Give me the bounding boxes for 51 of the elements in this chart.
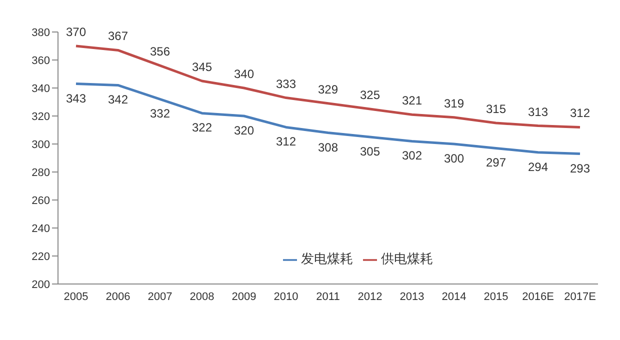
x-tick-label: 2007 [148, 290, 172, 303]
y-tick-label: 200 [32, 278, 50, 291]
data-label: 321 [402, 94, 422, 108]
data-label: 332 [150, 106, 170, 121]
data-label: 312 [570, 106, 590, 120]
data-label: 320 [234, 124, 254, 138]
x-tick-label: 2008 [190, 290, 214, 303]
data-label: 297 [486, 156, 506, 170]
x-tick-label: 2006 [106, 290, 130, 303]
y-tick-label: 340 [32, 82, 50, 95]
y-tick-label: 360 [32, 54, 50, 67]
data-label: 367 [108, 29, 128, 44]
y-tick-label: 220 [32, 250, 50, 263]
data-label: 356 [150, 44, 170, 59]
x-tick-label: 2013 [400, 290, 424, 303]
x-tick-label: 2010 [274, 290, 298, 303]
data-label: 315 [486, 102, 506, 116]
data-label: 294 [528, 160, 548, 174]
x-tick-label: 2005 [64, 290, 88, 303]
legend-label: 供电煤耗 [381, 251, 433, 266]
data-label: 300 [444, 152, 464, 166]
data-label: 319 [444, 96, 464, 110]
data-label: 342 [108, 92, 128, 107]
data-label: 343 [66, 91, 86, 106]
data-label: 329 [318, 82, 338, 96]
x-tick-label: 2012 [358, 290, 382, 303]
data-label: 293 [570, 161, 590, 176]
data-label: 325 [360, 88, 380, 102]
x-tick-label: 2017E [564, 290, 596, 303]
data-label: 340 [234, 67, 254, 81]
x-tick-label: 2009 [232, 290, 256, 303]
y-tick-label: 280 [32, 166, 50, 179]
legend-label: 发电煤耗 [301, 251, 353, 266]
y-tick-label: 240 [32, 222, 50, 235]
y-tick-label: 380 [32, 26, 50, 39]
data-label: 370 [66, 25, 86, 39]
data-label: 312 [276, 134, 296, 149]
data-label: 345 [192, 60, 212, 74]
x-tick-label: 2016E [522, 290, 554, 303]
data-label: 333 [276, 76, 296, 91]
data-label: 313 [528, 104, 548, 119]
y-tick-label: 300 [32, 138, 50, 151]
x-tick-label: 2015 [484, 290, 508, 303]
data-label: 308 [318, 140, 338, 154]
y-tick-label: 320 [32, 110, 50, 123]
x-tick-label: 2011 [316, 290, 340, 303]
data-label: 305 [360, 144, 380, 159]
y-tick-label: 260 [32, 194, 50, 207]
x-tick-label: 2014 [442, 290, 466, 303]
data-label: 322 [192, 120, 212, 135]
data-label: 302 [402, 148, 422, 163]
